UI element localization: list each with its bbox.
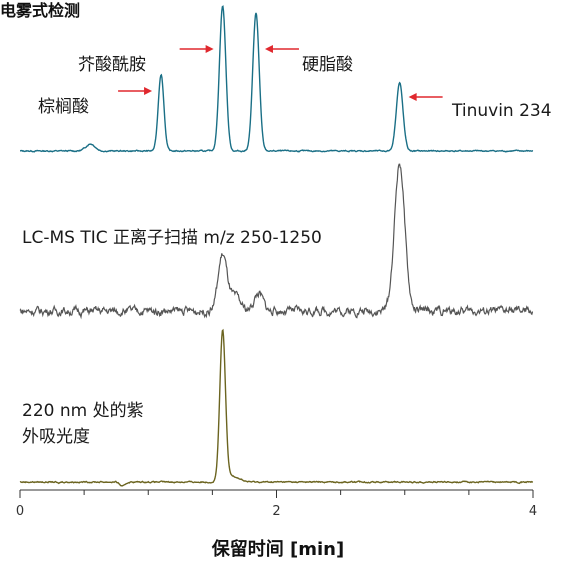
ms-trace-label: LC-MS TIC 正离子扫描 m/z 250-1250	[22, 228, 322, 248]
x-tick-label: 2	[272, 504, 280, 519]
annotation-stearic-acid: 硬脂酸	[302, 55, 353, 75]
uv-trace-line	[19, 328, 534, 487]
cad-trace-group	[19, 5, 534, 153]
x-tick-label: 0	[16, 504, 24, 519]
annotation-palmitic-acid: 棕榈酸	[38, 97, 89, 117]
x-tick-label: 4	[529, 504, 537, 519]
uv-trace-label-line1: 220 nm 处的紫	[22, 401, 144, 421]
cad-trace-line	[19, 5, 534, 153]
chart-title: 电雾式检测	[0, 1, 80, 20]
uv-trace-group: 220 nm 处的紫 外吸光度	[19, 328, 534, 487]
annotation-arrow-head-icon	[205, 45, 214, 53]
annotation-arrow-head-icon	[264, 45, 273, 53]
annotation-tinuvin-234: Tinuvin 234	[451, 101, 552, 121]
annotation-arrow-head-icon	[408, 93, 417, 101]
annotation-arrow-head-icon	[144, 87, 153, 95]
ms-trace-group: LC-MS TIC 正离子扫描 m/z 250-1250	[19, 163, 534, 320]
x-axis: 0 2 4	[16, 489, 537, 519]
ms-trace-line	[19, 163, 534, 320]
annotation-erucamide: 芥酸酰胺	[78, 55, 146, 75]
peak-annotations: 棕榈酸 芥酸酰胺 硬脂酸 Tinuvin 234	[38, 45, 552, 121]
x-axis-title: 保留时间 [min]	[211, 538, 344, 560]
uv-trace-label-line2: 外吸光度	[22, 427, 90, 447]
